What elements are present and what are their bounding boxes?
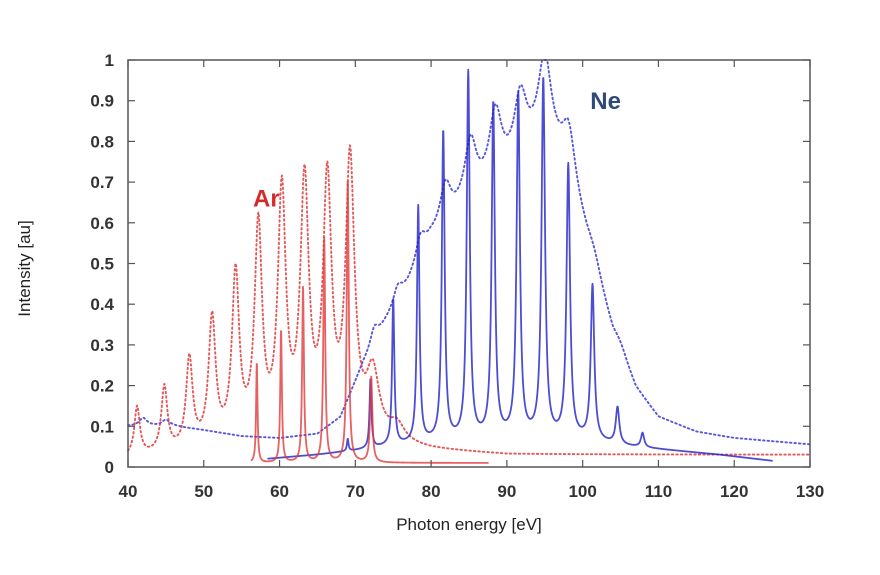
x-tick-label: 70 (346, 482, 365, 501)
x-axis: 40 50 60 70 80 90 100 110 120 130 (119, 60, 824, 501)
series-line-ar-dotted (127, 144, 811, 456)
x-tick-label: 130 (796, 482, 824, 501)
x-tick-label: 50 (194, 482, 213, 501)
y-tick-label: 0.5 (90, 255, 114, 274)
y-tick-label: 0 (105, 458, 114, 477)
y-tick-label: 0.7 (90, 173, 114, 192)
x-tick-label: 90 (497, 482, 516, 501)
y-tick-label: 0.8 (90, 132, 114, 151)
x-tick-label: 40 (119, 482, 138, 501)
y-tick-label: 0.3 (90, 336, 114, 355)
x-tick-label: 100 (568, 482, 596, 501)
x-tick-label: 110 (645, 482, 672, 501)
x-tick-label: 120 (720, 482, 748, 501)
annotations: Ar Ne (253, 88, 621, 213)
y-axis: 0 0.1 0.2 0.3 0.4 0.5 0.6 0.7 0.8 0.9 1 (90, 51, 810, 477)
series-line-ar-solid (250, 180, 489, 464)
series-line-ne-solid (267, 68, 773, 462)
y-tick-label: 0.2 (90, 377, 114, 396)
x-axis-title: Photon energy [eV] (396, 515, 542, 534)
series-label-ne: Ne (590, 88, 621, 115)
series-label-ar: Ar (253, 186, 280, 213)
y-tick-label: 0.9 (90, 92, 114, 111)
x-tick-label: 60 (270, 482, 289, 501)
y-tick-label: 0.4 (90, 295, 114, 314)
y-tick-label: 1 (105, 51, 114, 70)
series-layer (127, 59, 811, 464)
y-tick-label: 0.6 (90, 214, 114, 233)
y-tick-label: 0.1 (90, 417, 114, 436)
x-tick-label: 80 (422, 482, 441, 501)
y-axis-title: Intensity [au] (15, 220, 34, 316)
